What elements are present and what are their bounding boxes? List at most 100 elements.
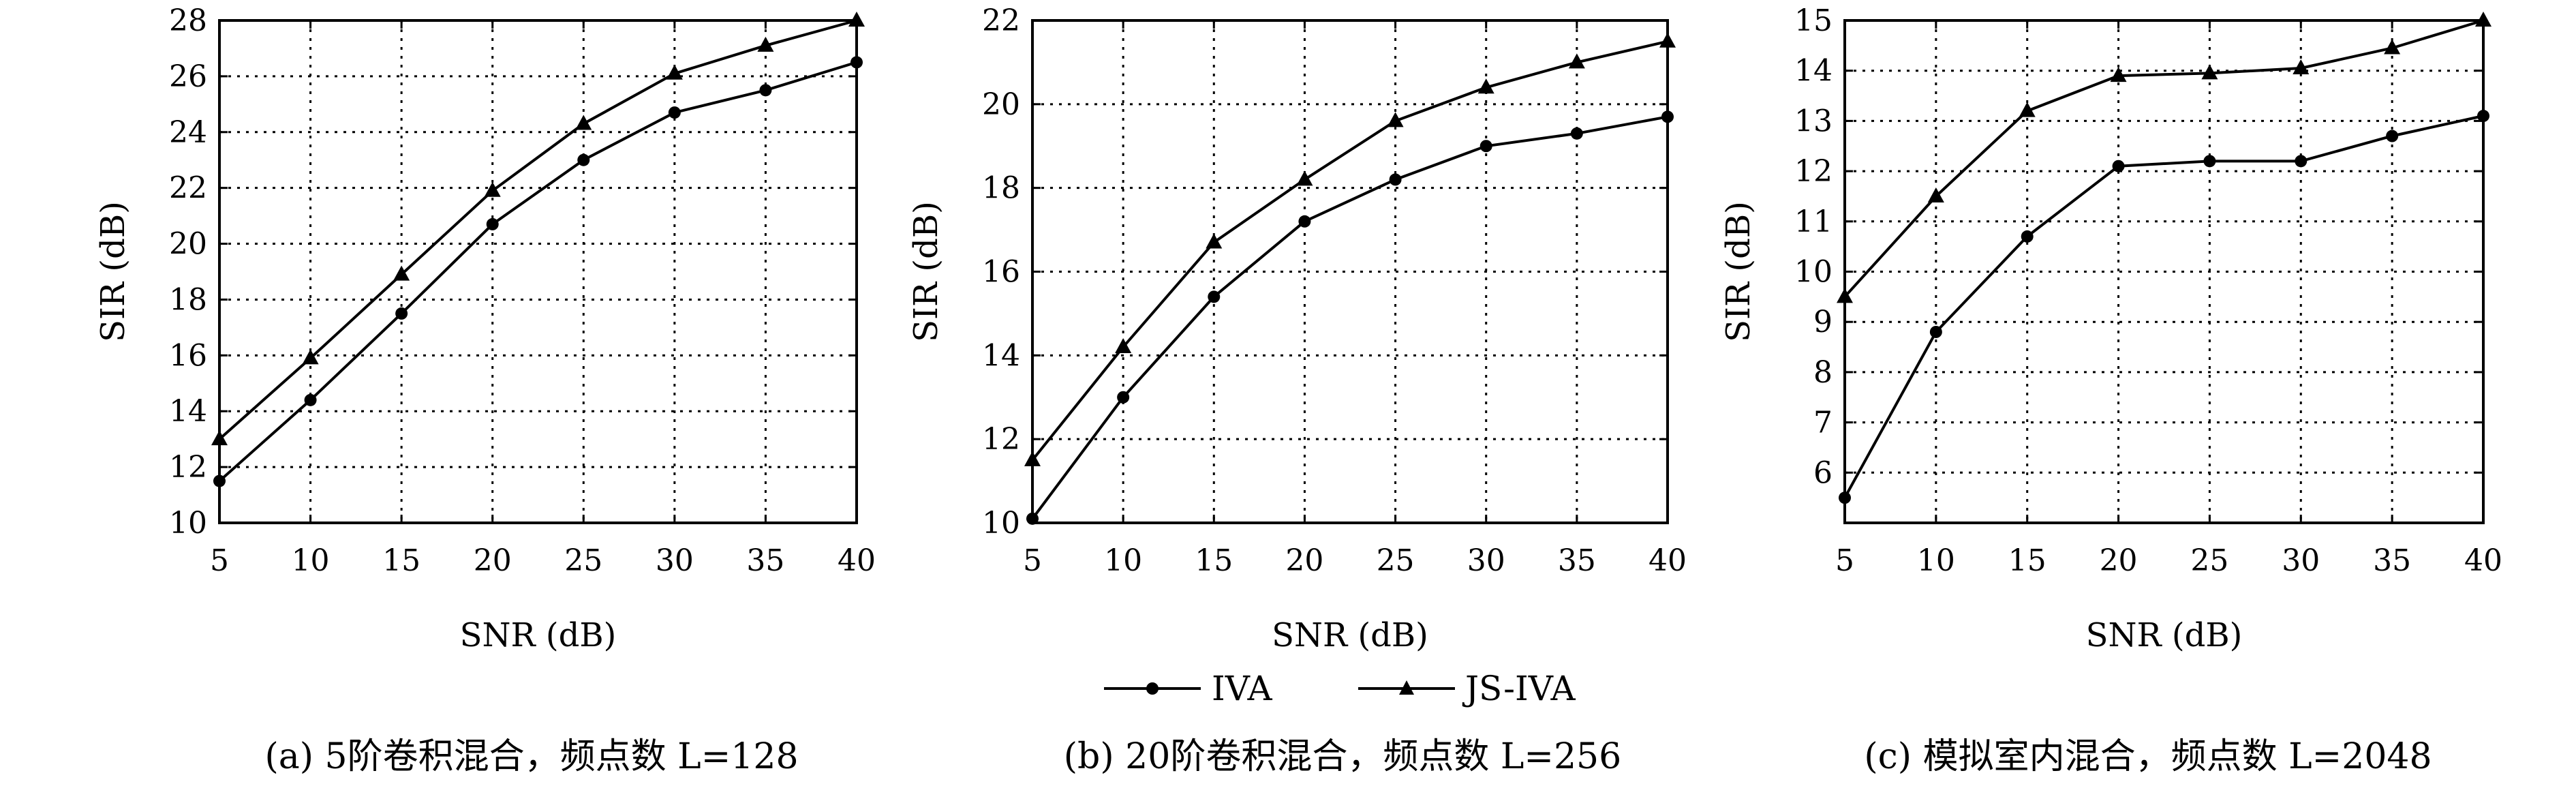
ytick-label-a-1: 12 xyxy=(169,450,207,485)
point-jsiva-a-6 xyxy=(757,36,774,52)
xaxis-label-b: SNR (dB) xyxy=(1272,616,1428,654)
point-jsiva-c-7 xyxy=(2475,12,2491,27)
ytick-label-b-1: 12 xyxy=(982,422,1020,457)
ytick-label-b-4: 18 xyxy=(982,171,1020,206)
legend-jsiva-label: JS-IVA xyxy=(1462,669,1576,708)
plot-frame-b xyxy=(1031,19,1669,524)
ytick-label-c-1: 7 xyxy=(1813,406,1833,440)
xtick-label-c-6: 35 xyxy=(2373,543,2411,578)
xtick-label-a-1: 10 xyxy=(292,543,330,578)
series-line-iva-a xyxy=(218,61,857,483)
xtick-label-b-6: 35 xyxy=(1558,543,1596,578)
point-iva-c-0 xyxy=(1839,492,1851,504)
point-jsiva-a-5 xyxy=(666,64,683,80)
xtick-label-a-2: 15 xyxy=(382,543,420,578)
ytick-label-c-2: 8 xyxy=(1813,355,1833,390)
xtick-label-c-1: 10 xyxy=(1917,543,1955,578)
yaxis-label-c: SIR (dB) xyxy=(1719,201,1758,342)
point-jsiva-c-2 xyxy=(2019,102,2036,117)
xtick-label-b-4: 25 xyxy=(1377,543,1415,578)
ytick-label-a-3: 16 xyxy=(169,338,207,373)
series-line-jsiva-b xyxy=(1031,40,1668,462)
xtick-label-a-6: 35 xyxy=(746,543,784,578)
point-jsiva-b-7 xyxy=(1659,32,1676,48)
point-jsiva-b-2 xyxy=(1206,233,1223,249)
xaxis-label-c: SNR (dB) xyxy=(2086,616,2243,654)
ytick-label-a-6: 22 xyxy=(169,171,207,206)
xtick-label-b-5: 30 xyxy=(1467,543,1505,578)
point-iva-c-4 xyxy=(2203,155,2216,168)
xtick-label-b-7: 40 xyxy=(1649,543,1687,578)
caption-c: (c) 模拟室内混合，频点数 L=2048 xyxy=(1864,736,2432,777)
ytick-label-c-6: 12 xyxy=(1794,154,1833,189)
point-iva-b-5 xyxy=(1479,140,1492,153)
ytick-label-a-4: 18 xyxy=(169,282,207,317)
ytick-label-b-5: 20 xyxy=(982,87,1020,122)
point-iva-b-7 xyxy=(1661,110,1674,123)
xtick-label-a-5: 30 xyxy=(656,543,694,578)
point-iva-b-1 xyxy=(1117,391,1130,404)
point-iva-b-2 xyxy=(1208,290,1221,303)
xaxis-label-a: SNR (dB) xyxy=(460,616,617,654)
series-line-iva-b xyxy=(1031,115,1668,520)
point-iva-a-2 xyxy=(395,307,408,320)
point-jsiva-c-3 xyxy=(2110,67,2127,82)
point-iva-c-1 xyxy=(1929,325,1942,338)
point-jsiva-a-2 xyxy=(393,265,410,281)
point-iva-a-0 xyxy=(213,474,226,487)
xtick-label-a-7: 40 xyxy=(838,543,876,578)
xtick-label-b-3: 20 xyxy=(1285,543,1323,578)
point-jsiva-b-5 xyxy=(1477,78,1494,94)
point-iva-a-4 xyxy=(577,153,590,166)
xtick-label-a-4: 25 xyxy=(564,543,602,578)
xtick-label-c-4: 25 xyxy=(2190,543,2228,578)
point-jsiva-a-0 xyxy=(211,430,228,446)
point-iva-c-2 xyxy=(2021,230,2034,243)
ytick-label-a-5: 20 xyxy=(169,227,207,262)
point-iva-a-6 xyxy=(759,84,772,97)
xtick-label-a-0: 5 xyxy=(210,543,229,578)
xtick-label-b-0: 5 xyxy=(1023,543,1042,578)
xtick-label-c-2: 15 xyxy=(2008,543,2046,578)
xtick-label-a-3: 20 xyxy=(474,543,512,578)
point-iva-c-5 xyxy=(2295,155,2307,168)
point-iva-a-5 xyxy=(668,106,681,119)
point-jsiva-b-6 xyxy=(1568,53,1585,69)
xtick-label-c-7: 40 xyxy=(2464,543,2502,578)
xtick-label-b-2: 15 xyxy=(1195,543,1233,578)
point-jsiva-b-1 xyxy=(1115,338,1132,354)
point-jsiva-b-3 xyxy=(1296,170,1313,186)
point-iva-b-4 xyxy=(1389,173,1402,186)
point-iva-c-7 xyxy=(2477,110,2489,123)
point-jsiva-c-6 xyxy=(2384,39,2401,55)
ytick-label-a-9: 28 xyxy=(169,3,207,38)
legend: IVA JS-IVA xyxy=(1104,669,1576,708)
point-iva-b-3 xyxy=(1298,215,1311,228)
xtick-label-c-5: 30 xyxy=(2282,543,2320,578)
ytick-label-c-9: 15 xyxy=(1794,3,1833,38)
caption-b: (b) 20阶卷积混合，频点数 L=256 xyxy=(1064,736,1621,777)
point-iva-a-3 xyxy=(486,217,499,230)
series-line-jsiva-c xyxy=(1843,19,2484,298)
point-jsiva-c-5 xyxy=(2293,59,2310,75)
legend-iva-marker xyxy=(1146,682,1159,695)
ytick-label-b-6: 22 xyxy=(982,3,1020,38)
ytick-label-b-3: 16 xyxy=(982,255,1020,290)
point-jsiva-c-1 xyxy=(1927,187,1944,202)
point-iva-c-3 xyxy=(2112,160,2125,172)
point-iva-a-7 xyxy=(850,56,863,69)
point-jsiva-a-7 xyxy=(848,12,865,27)
point-jsiva-c-4 xyxy=(2201,64,2218,80)
point-jsiva-a-1 xyxy=(302,349,319,365)
ytick-label-a-7: 24 xyxy=(169,115,207,150)
ytick-label-a-2: 14 xyxy=(169,394,207,429)
ytick-label-c-8: 14 xyxy=(1794,54,1833,89)
legend-iva-label: IVA xyxy=(1212,669,1272,708)
point-iva-b-0 xyxy=(1026,512,1039,525)
caption-a: (a) 5阶卷积混合，频点数 L=128 xyxy=(264,736,798,777)
legend-jsiva-marker xyxy=(1399,680,1414,695)
xtick-label-c-0: 5 xyxy=(1835,543,1854,578)
